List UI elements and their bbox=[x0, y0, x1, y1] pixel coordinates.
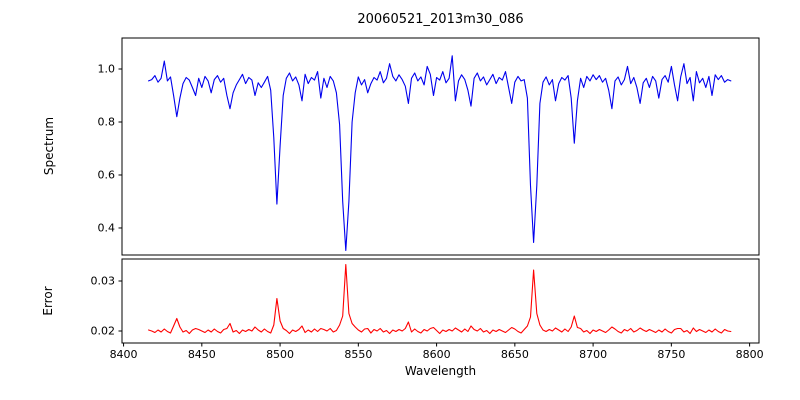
spectrum-axis-label: Spectrum bbox=[42, 116, 56, 176]
x-tick-label: 8550 bbox=[344, 348, 372, 361]
y-tick-label: 1.0 bbox=[98, 63, 116, 76]
spectrum-panel bbox=[121, 37, 760, 256]
y-tick-label: 0.03 bbox=[91, 275, 116, 288]
x-tick-label: 8700 bbox=[579, 348, 607, 361]
error-axis-label: Error bbox=[41, 286, 55, 316]
y-tick-label: 0.4 bbox=[98, 221, 116, 234]
spectrum-line bbox=[148, 55, 732, 252]
x-tick-label: 8400 bbox=[110, 348, 138, 361]
y-tick-label: 0.8 bbox=[98, 115, 116, 128]
x-tick-label: 8450 bbox=[188, 348, 216, 361]
x-tick-label: 8600 bbox=[423, 348, 451, 361]
error-panel bbox=[121, 258, 760, 344]
chart-title: 20060521_2013m30_086 bbox=[357, 12, 524, 27]
y-tick-label: 0.6 bbox=[98, 168, 116, 181]
y-tick-label: 0.02 bbox=[91, 325, 116, 338]
x-tick-label: 8650 bbox=[501, 348, 529, 361]
x-tick-label: 8800 bbox=[736, 348, 764, 361]
x-tick-label: 8500 bbox=[266, 348, 294, 361]
x-tick-label: 8750 bbox=[657, 348, 685, 361]
wavelength-axis-label: Wavelength bbox=[404, 364, 477, 378]
error-line bbox=[148, 263, 732, 335]
